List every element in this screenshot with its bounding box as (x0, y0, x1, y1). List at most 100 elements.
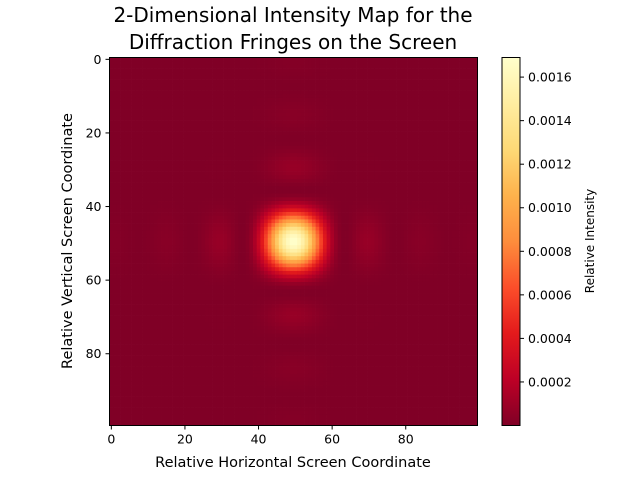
heatmap-cell (113, 86, 118, 91)
heatmap-cell (311, 109, 316, 114)
heatmap-cell (149, 160, 155, 165)
heatmap-cell (322, 79, 327, 84)
heatmap-cell (201, 167, 206, 172)
heatmap-cell (378, 182, 383, 187)
heatmap-cell (157, 160, 162, 165)
heatmap-cell (425, 97, 431, 103)
heatmap-cell (146, 208, 151, 213)
heatmap-cell (208, 156, 213, 161)
heatmap-cell (138, 234, 143, 239)
heatmap-cell (319, 197, 324, 202)
heatmap-cell (359, 86, 364, 91)
heatmap-cell (241, 234, 247, 239)
heatmap-cell (205, 101, 210, 106)
heatmap-cell (440, 90, 445, 95)
heatmap-cell (227, 64, 232, 69)
heatmap-cell (234, 234, 239, 239)
heatmap-cell (326, 83, 331, 88)
heatmap-cell (256, 61, 261, 66)
heatmap-cell (348, 171, 353, 176)
heatmap-cell (282, 212, 287, 217)
heatmap-cell (315, 164, 320, 169)
heatmap-cell (230, 201, 235, 206)
heatmap-cell (444, 208, 449, 213)
heatmap-cell (286, 156, 291, 161)
heatmap-cell (345, 142, 350, 147)
heatmap-cell (352, 230, 357, 235)
heatmap-cell (168, 189, 173, 195)
heatmap-cell (271, 156, 276, 161)
heatmap-cell (282, 116, 287, 121)
heatmap-cell (374, 72, 379, 77)
heatmap-cell (109, 230, 114, 235)
heatmap-cell (157, 120, 162, 125)
heatmap-cell (429, 142, 434, 147)
heatmap-cell (172, 234, 177, 239)
heatmap-cell (473, 186, 478, 191)
heatmap-cell (433, 189, 438, 195)
heatmap-cell (245, 149, 250, 154)
heatmap-cell (241, 156, 247, 161)
heatmap-cell (138, 149, 143, 154)
heatmap-cell (348, 75, 353, 80)
heatmap-cell (183, 94, 188, 99)
heatmap-cell (341, 138, 346, 143)
heatmap-cell (333, 167, 339, 172)
heatmap-cell (422, 109, 427, 114)
heatmap-cell (440, 175, 445, 180)
heatmap-cell (473, 134, 478, 139)
heatmap-cell (227, 186, 232, 191)
heatmap-cell (437, 156, 442, 161)
heatmap-cell (315, 94, 320, 99)
heatmap-cell (403, 201, 408, 206)
heatmap-cell (289, 75, 294, 80)
heatmap-cell (297, 230, 302, 235)
heatmap-cell (124, 145, 129, 150)
heatmap-cell (256, 204, 261, 209)
heatmap-cell (374, 109, 379, 114)
heatmap-cell (168, 68, 173, 73)
heatmap-cell (319, 131, 324, 136)
heatmap-cell (400, 156, 405, 161)
heatmap-cell (378, 86, 383, 91)
heatmap-cell (168, 123, 173, 128)
heatmap-cell (381, 86, 386, 91)
heatmap-cell (205, 72, 210, 77)
heatmap-cell (194, 189, 199, 195)
heatmap-cell (352, 109, 357, 114)
heatmap-cell (363, 208, 368, 213)
heatmap-cell (201, 57, 206, 62)
heatmap-cell (179, 57, 184, 62)
heatmap-cell (381, 208, 386, 213)
heatmap-cell (473, 212, 478, 217)
heatmap-cell (135, 138, 140, 143)
heatmap-cell (448, 68, 453, 73)
heatmap-cell (241, 109, 247, 114)
heatmap-cell (378, 138, 383, 143)
heatmap-cell (286, 57, 291, 62)
heatmap-cell (245, 112, 250, 117)
heatmap-cell (164, 182, 169, 187)
heatmap-cell (124, 97, 129, 103)
heatmap-cell (142, 127, 147, 132)
heatmap-cell (337, 127, 342, 132)
heatmap-cell (381, 120, 386, 125)
heatmap-cell (186, 226, 191, 231)
heatmap-cell (113, 215, 118, 220)
heatmap-cell (418, 72, 423, 77)
heatmap-cell (186, 57, 191, 62)
heatmap-cell (260, 97, 265, 103)
heatmap-cell (216, 127, 221, 132)
heatmap-cell (271, 134, 276, 139)
heatmap-cell (330, 182, 335, 187)
heatmap-cell (161, 175, 166, 180)
heatmap-cell (253, 219, 258, 224)
heatmap-cell (172, 223, 177, 228)
heatmap-cell (131, 90, 136, 95)
heatmap-cell (333, 160, 339, 165)
heatmap-cell (462, 230, 467, 235)
heatmap-cell (370, 182, 375, 187)
heatmap-cell (109, 171, 114, 176)
heatmap-cell (208, 112, 213, 117)
heatmap-cell (253, 145, 258, 150)
